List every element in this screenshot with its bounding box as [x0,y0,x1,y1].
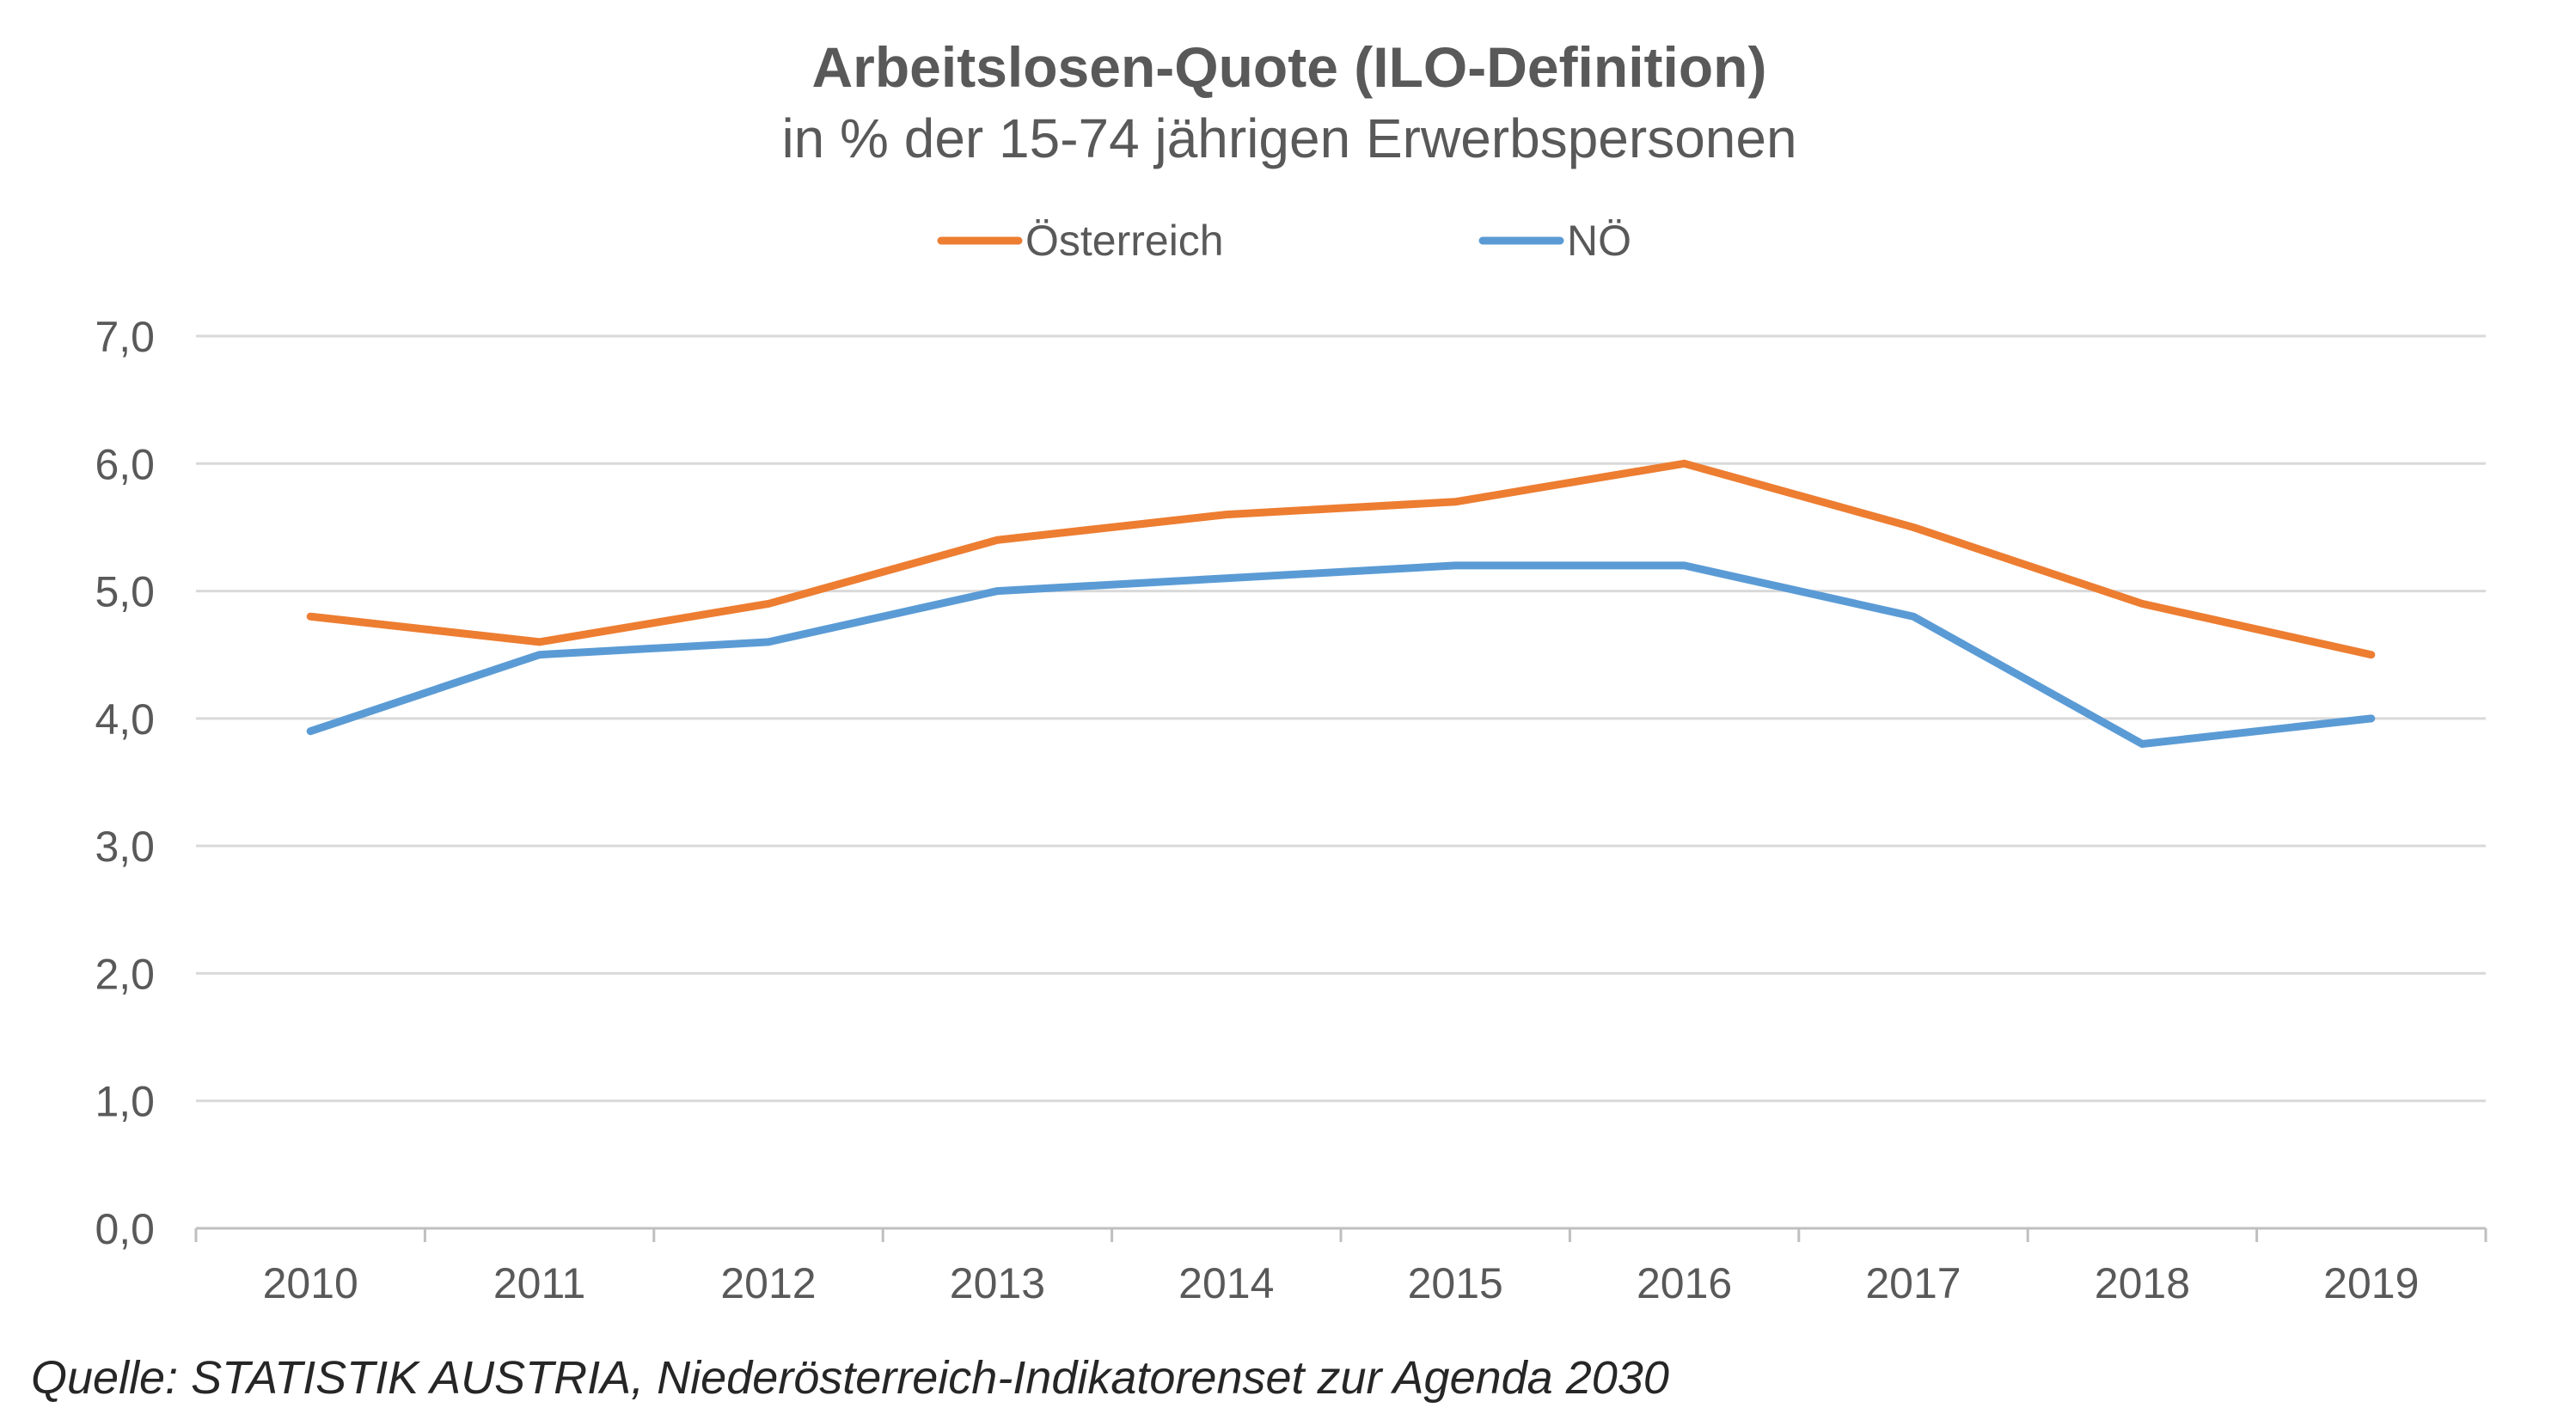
x-tick-label: 2010 [263,1259,358,1307]
series-line-oesterreich [306,459,2376,659]
gridlines [196,334,2486,1103]
y-tick-label: 5,0 [95,568,155,616]
source-note: Quelle: STATISTIK AUSTRIA, Niederösterre… [31,1352,1669,1404]
x-tick-label: 2018 [2095,1259,2190,1307]
y-tick-label: 1,0 [95,1078,155,1126]
y-tick-label: 7,0 [95,313,155,361]
x-tick-label: 2013 [950,1259,1045,1307]
series-line-noe [306,561,2376,749]
y-tick-label: 0,0 [95,1205,155,1253]
chart-subtitle: in % der 15-74 jährigen Erwerbspersonen [781,107,1796,169]
x-tick-label: 2016 [1637,1259,1732,1307]
x-tick-label: 2017 [1865,1259,1961,1307]
x-tick-label: 2014 [1178,1259,1274,1307]
series-lines [306,459,2376,749]
x-tick-label: 2019 [2323,1259,2419,1307]
x-tick-label: 2015 [1408,1259,1503,1307]
y-tick-label: 6,0 [95,440,155,488]
x-tick-label: 2012 [720,1259,816,1307]
legend-label: Österreich [1025,217,1224,265]
y-tick-label: 3,0 [95,823,155,871]
legend: Österreich NÖ [937,217,1631,265]
x-tick-label: 2011 [493,1259,586,1307]
legend-label: NÖ [1567,217,1631,265]
y-tick-label: 2,0 [95,950,155,998]
axes: 0,0 1,0 2,0 3,0 4,0 5,0 6,0 7,0 2010 2011 2012 2013… [95,313,2487,1307]
y-tick-label: 4,0 [95,695,155,744]
chart-title: Arbeitslosen-Quote (ILO-Definition) [812,35,1767,99]
